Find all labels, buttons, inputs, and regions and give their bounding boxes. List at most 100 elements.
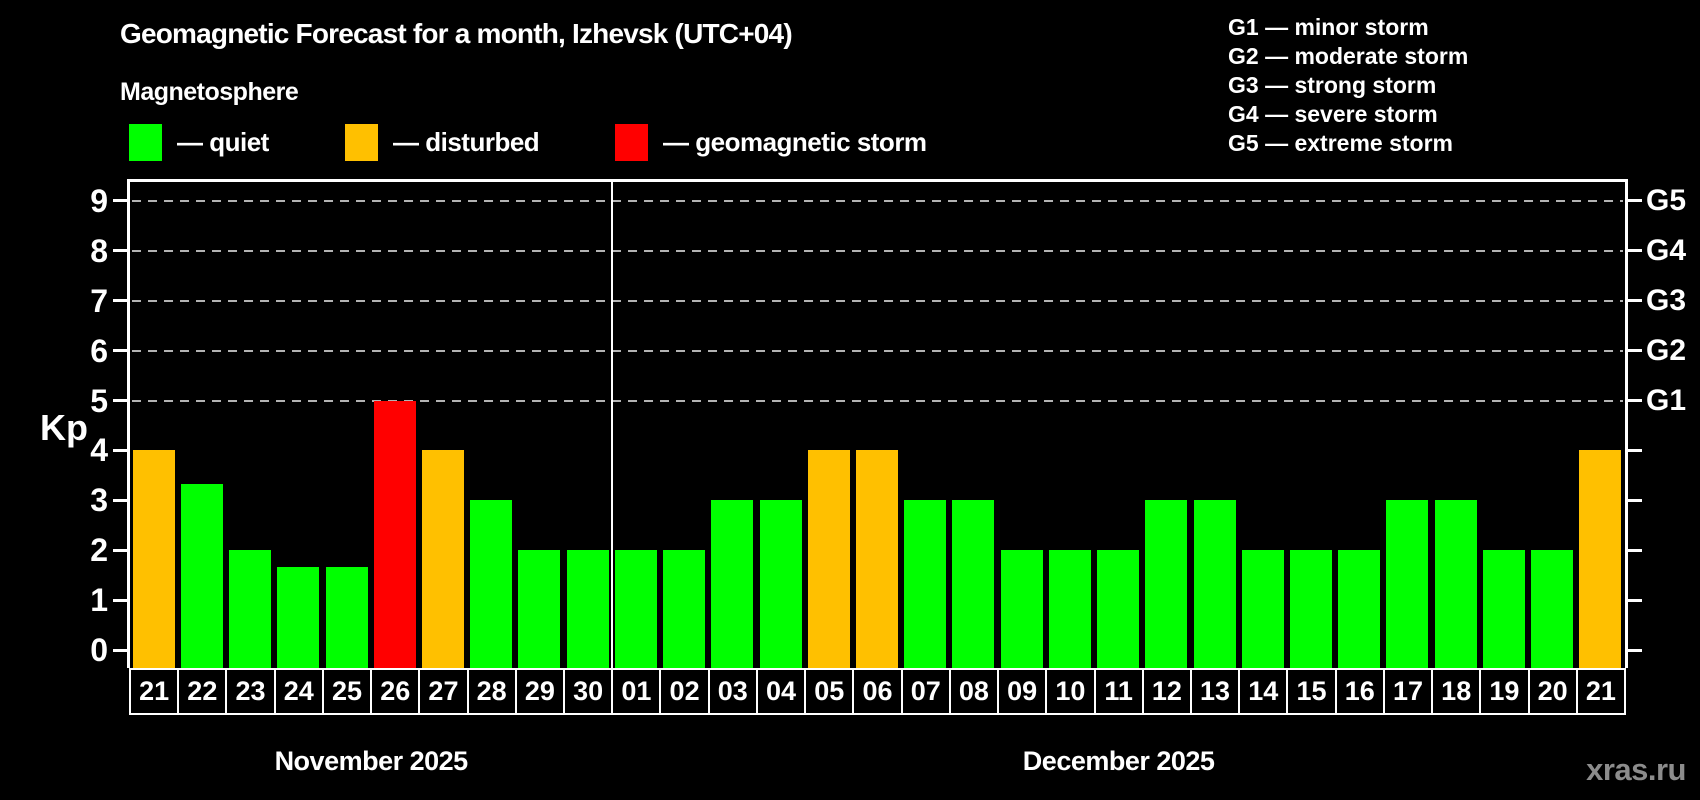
- legend-item-disturbed: — disturbed: [345, 123, 540, 161]
- gridline-kp7: [132, 299, 1623, 302]
- kp-bar-06-dec: [855, 450, 898, 668]
- right-axis-label-g2: G2: [1646, 333, 1687, 367]
- kp-bar-25-nov: [325, 566, 368, 668]
- y-axis-label-6: 6: [90, 332, 108, 369]
- g-scale-legend: G1 — minor storm G2 — moderate storm G3 — …: [1228, 13, 1468, 158]
- kp-bar-12-dec: [1145, 500, 1188, 668]
- x-axis-day-05-dec: 05: [804, 668, 855, 715]
- right-axis-tick-1: [1625, 598, 1642, 602]
- x-axis-day-17-dec: 17: [1382, 668, 1434, 715]
- y-axis-tick-3: [113, 498, 130, 502]
- x-axis-day-03-dec: 03: [707, 668, 758, 715]
- x-axis-day-15-dec: 15: [1286, 668, 1337, 715]
- legend-swatch-disturbed-icon: [345, 123, 378, 161]
- gridline-kp5: [132, 399, 1623, 402]
- kp-bar-28-nov: [470, 500, 513, 668]
- month-separator-line: [611, 182, 614, 668]
- x-axis-day-25-nov: 25: [321, 668, 373, 715]
- legend-label-disturbed: — disturbed: [393, 126, 540, 157]
- x-axis-day-27-nov: 27: [418, 668, 469, 715]
- x-axis-day-14-dec: 14: [1238, 668, 1289, 715]
- x-axis-day-11-dec: 11: [1093, 668, 1144, 715]
- right-axis-tick-0: [1625, 648, 1642, 652]
- x-axis-day-21-dec: 21: [1575, 668, 1626, 715]
- kp-bar-23-nov: [229, 550, 272, 668]
- y-axis-tick-4: [113, 448, 130, 452]
- x-axis-day-01-dec: 01: [611, 668, 662, 715]
- plot-border-top: [127, 179, 1628, 182]
- gridline-kp8: [132, 249, 1623, 252]
- month-label-december: December 2025: [1022, 746, 1215, 776]
- kp-bar-05-dec: [807, 450, 850, 668]
- watermark: xras.ru: [1586, 752, 1686, 787]
- y-axis-label-5: 5: [90, 382, 108, 419]
- x-axis-day-19-dec: 19: [1479, 668, 1530, 715]
- y-axis-label-1: 1: [90, 582, 108, 619]
- x-axis-day-09-dec: 09: [997, 668, 1048, 715]
- kp-bar-07-dec: [904, 500, 947, 668]
- chart-title: Geomagnetic Forecast for a month, Izhevs…: [120, 18, 793, 49]
- g-legend-line-1: G1 — minor storm: [1228, 14, 1429, 40]
- legend-label-storm: — geomagnetic storm: [663, 126, 927, 157]
- y-axis-label-8: 8: [90, 232, 108, 269]
- kp-bar-21-dec: [1579, 450, 1622, 668]
- g-legend-line-4: G4 — severe storm: [1228, 101, 1438, 127]
- y-axis-label-2: 2: [90, 532, 108, 569]
- x-axis-day-22-nov: 22: [177, 668, 228, 715]
- legend-item-storm: — geomagnetic storm: [615, 123, 927, 161]
- x-axis-day-10-dec: 10: [1045, 668, 1096, 715]
- kp-bar-29-nov: [518, 550, 561, 668]
- gridline-kp9: [132, 199, 1623, 202]
- right-axis-tick-8: [1625, 249, 1642, 253]
- y-axis-tick-1: [113, 598, 130, 602]
- kp-bar-04-dec: [759, 500, 802, 668]
- kp-bar-17-dec: [1386, 500, 1429, 668]
- gridline-kp6: [132, 349, 1623, 352]
- x-axis-day-26-nov: 26: [370, 668, 421, 715]
- y-axis-label-9: 9: [90, 182, 108, 219]
- kp-bar-13-dec: [1193, 500, 1236, 668]
- y-axis-tick-7: [113, 299, 130, 303]
- plot-border-left: [127, 179, 130, 668]
- kp-bar-03-dec: [711, 500, 754, 668]
- y-axis-tick-9: [113, 199, 130, 203]
- kp-bar-02-dec: [663, 550, 706, 668]
- kp-bar-19-dec: [1482, 550, 1525, 668]
- x-axis-day-29-nov: 29: [514, 668, 566, 715]
- x-axis-day-16-dec: 16: [1334, 668, 1385, 715]
- x-axis-day-08-dec: 08: [948, 668, 1000, 715]
- kp-bar-11-dec: [1097, 550, 1140, 668]
- y-axis-label-0: 0: [90, 632, 108, 668]
- x-axis-day-13-dec: 13: [1189, 668, 1241, 715]
- x-axis-day-23-nov: 23: [225, 668, 276, 715]
- right-axis-tick-9: [1625, 199, 1642, 203]
- kp-bar-14-dec: [1241, 550, 1284, 668]
- kp-bar-09-dec: [1000, 550, 1043, 668]
- kp-bar-16-dec: [1338, 550, 1381, 668]
- legend-swatch-quiet-icon: [129, 123, 162, 161]
- chart-subtitle: Magnetosphere: [120, 78, 299, 106]
- kp-bar-18-dec: [1434, 500, 1477, 668]
- x-axis-day-12-dec: 12: [1141, 668, 1192, 715]
- y-axis-tick-8: [113, 249, 130, 253]
- x-axis-day-24-nov: 24: [273, 668, 324, 715]
- g-legend-line-5: G5 — extreme storm: [1228, 130, 1453, 156]
- x-axis-day-21-nov: 21: [129, 668, 180, 715]
- x-axis-day-04-dec: 04: [755, 668, 807, 715]
- kp-bar-30-nov: [566, 550, 609, 668]
- legend-swatch-storm-icon: [615, 123, 648, 161]
- x-axis-day-30-nov: 30: [563, 668, 614, 715]
- y-axis-tick-2: [113, 548, 130, 552]
- right-axis-label-g1: G1: [1646, 383, 1687, 417]
- right-axis-label-g5: G5: [1646, 183, 1687, 217]
- kp-bar-08-dec: [952, 500, 995, 668]
- x-axis-day-02-dec: 02: [659, 668, 710, 715]
- month-label-november: November 2025: [274, 746, 469, 776]
- right-axis-label-g4: G4: [1646, 233, 1687, 267]
- kp-bar-15-dec: [1290, 550, 1333, 668]
- y-axis-label-7: 7: [90, 282, 108, 319]
- plot-border-right: [1625, 179, 1628, 668]
- right-axis-tick-2: [1625, 548, 1642, 552]
- kp-bar-22-nov: [180, 483, 223, 668]
